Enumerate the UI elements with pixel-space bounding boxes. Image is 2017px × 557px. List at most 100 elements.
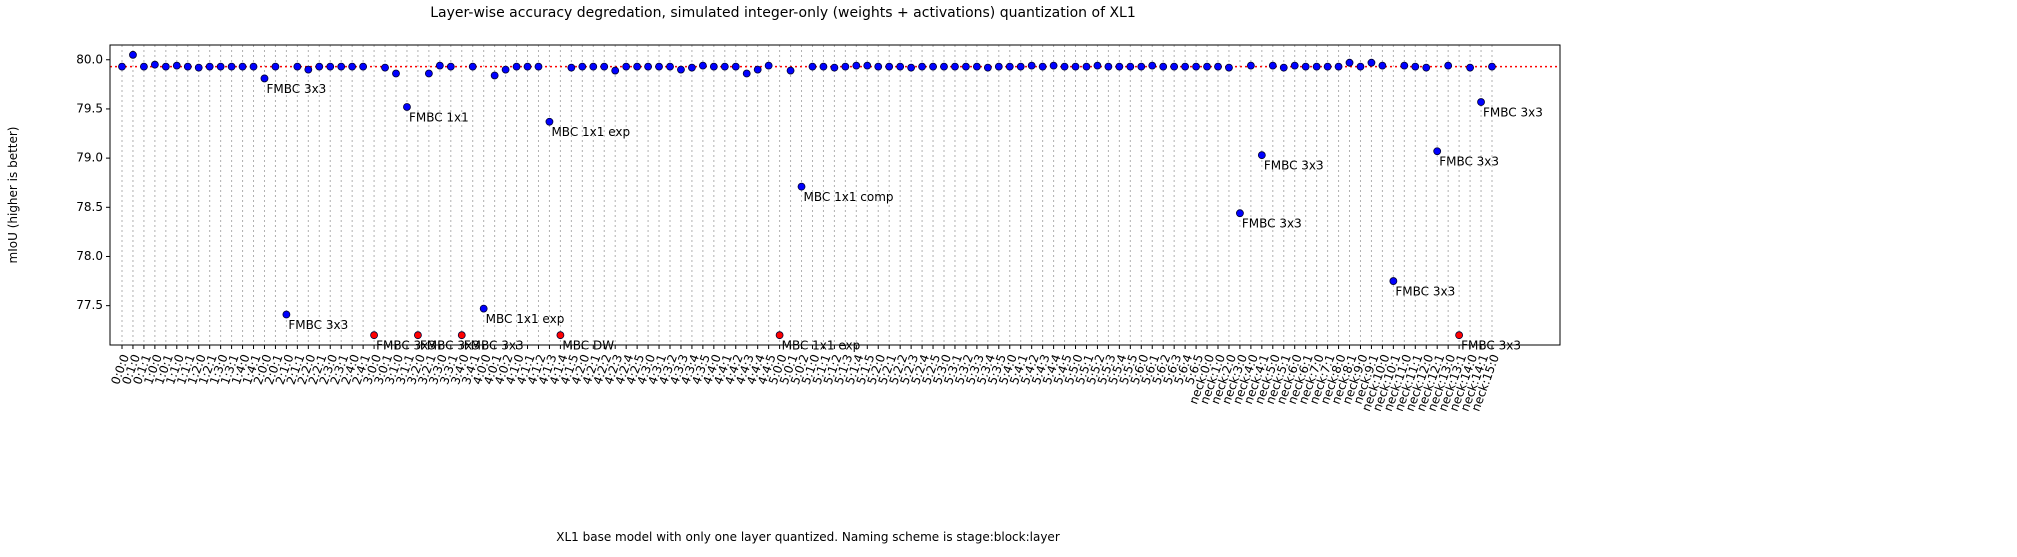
point <box>994 62 1003 71</box>
point <box>1115 62 1124 71</box>
point <box>1312 62 1321 71</box>
y-tick-label: 79.0 <box>76 151 103 165</box>
point <box>249 62 258 71</box>
point <box>1411 62 1420 71</box>
point <box>698 61 707 70</box>
point <box>918 62 926 71</box>
point-label: MBC 1x1 comp <box>804 190 894 204</box>
point <box>600 62 609 71</box>
point <box>1137 62 1146 71</box>
point <box>633 62 642 71</box>
x-axis-label: XL1 base model with only one layer quant… <box>556 530 1060 544</box>
point <box>161 62 170 71</box>
point <box>1301 62 1310 71</box>
point <box>1268 61 1277 70</box>
y-tick-label: 78.0 <box>76 249 103 263</box>
point-label: FMBC 3x3 <box>1483 106 1543 120</box>
point <box>797 182 806 191</box>
point-label: FMBC 3x3 <box>266 82 326 96</box>
point <box>129 50 137 59</box>
point <box>622 62 631 71</box>
point <box>863 61 872 70</box>
point <box>1093 61 1102 70</box>
point <box>205 62 214 71</box>
point <box>688 63 696 72</box>
point <box>951 62 959 71</box>
point <box>1071 62 1080 71</box>
point-label: FMBC 3x3 <box>1439 155 1499 169</box>
plot-frame <box>109 44 1561 346</box>
point <box>326 62 335 71</box>
point <box>293 62 302 71</box>
point <box>907 63 916 72</box>
point-label: FMBC 3x3 <box>1242 217 1302 231</box>
point <box>1367 58 1376 67</box>
point <box>512 62 521 71</box>
point <box>1378 61 1387 70</box>
point <box>972 62 981 71</box>
point <box>1181 62 1190 71</box>
point <box>435 61 444 70</box>
point <box>983 63 992 72</box>
point <box>337 62 346 71</box>
point <box>1082 62 1091 71</box>
point <box>1279 63 1288 72</box>
point <box>370 331 378 340</box>
point <box>666 62 674 71</box>
point <box>282 310 291 319</box>
point <box>238 62 247 71</box>
point-label: MBC 1x1 exp <box>551 125 630 139</box>
point <box>742 69 751 78</box>
point-label: FMBC 3x3 <box>1264 159 1324 173</box>
point <box>1236 209 1244 218</box>
point <box>644 62 652 71</box>
point <box>1126 62 1135 71</box>
point <box>720 62 729 71</box>
y-axis-label: mIoU (higher is better) <box>6 127 20 264</box>
point <box>786 66 795 75</box>
point <box>172 61 181 70</box>
point <box>1389 277 1398 285</box>
point <box>589 62 598 71</box>
point <box>940 62 948 71</box>
point-label: FMBC 3x3 <box>376 339 436 353</box>
point <box>403 103 411 111</box>
point <box>227 62 236 71</box>
point <box>1356 62 1365 71</box>
point <box>1148 61 1157 70</box>
point <box>1170 62 1179 71</box>
point <box>140 62 148 71</box>
point <box>348 62 357 71</box>
point <box>468 62 477 71</box>
y-tick-label: 77.5 <box>76 298 103 312</box>
point <box>896 62 905 71</box>
point <box>775 331 784 340</box>
point <box>359 62 368 71</box>
point <box>655 62 663 71</box>
point-label: FMBC 1x1 <box>409 110 469 124</box>
point <box>1488 62 1496 71</box>
point-label: MBC DW <box>562 339 614 353</box>
point-label: MBC 1x1 exp <box>782 339 861 353</box>
point <box>424 69 433 78</box>
point <box>260 74 269 83</box>
point <box>1225 63 1233 72</box>
point <box>216 62 225 71</box>
point <box>1345 58 1354 67</box>
point-label: FMBC 3x3 <box>288 318 348 332</box>
chart-title: Layer-wise accuracy degredation, simulat… <box>430 5 1136 21</box>
point <box>764 61 773 70</box>
point <box>819 62 828 71</box>
point <box>753 65 762 74</box>
point <box>1203 62 1211 71</box>
point <box>304 65 313 74</box>
point <box>271 62 280 71</box>
point <box>808 62 817 71</box>
point <box>414 331 422 340</box>
point <box>1027 61 1036 70</box>
point <box>1334 62 1343 71</box>
point <box>1016 62 1025 71</box>
point <box>183 62 192 71</box>
point <box>1104 62 1113 71</box>
